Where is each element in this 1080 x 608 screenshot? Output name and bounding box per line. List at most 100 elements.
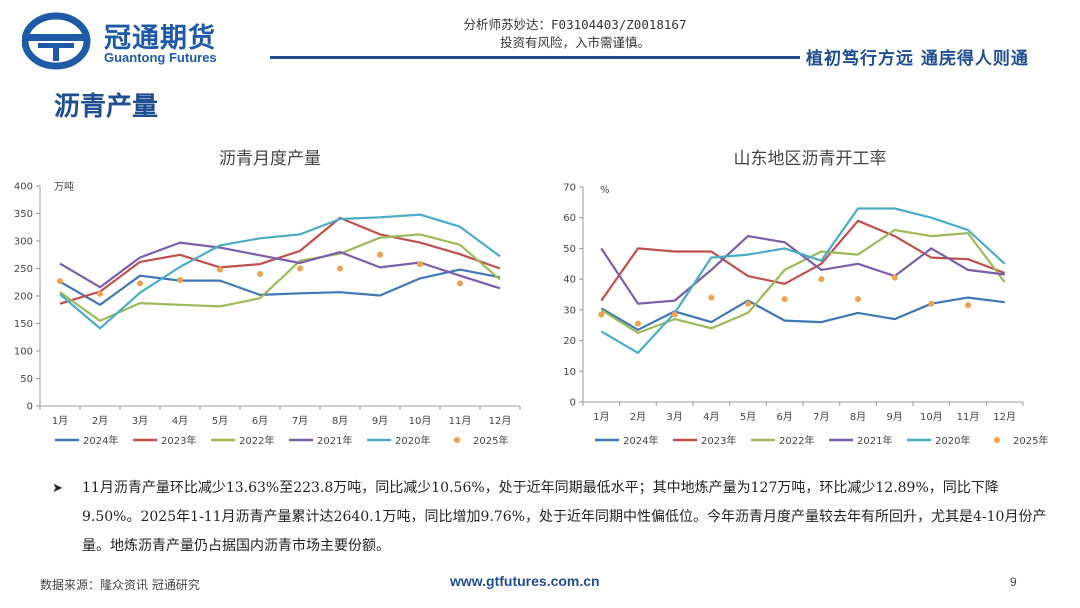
data-point-2025年: [137, 280, 143, 287]
y-tick-label: 70: [563, 183, 576, 194]
data-point-2025年: [928, 300, 935, 307]
y-tick-label: 30: [563, 305, 576, 316]
series-line-2020年: [59, 213, 501, 330]
x-tick-label: 1月: [52, 415, 68, 427]
data-point-2025年: [708, 294, 715, 301]
legend-label: 2020年: [935, 434, 970, 447]
data-source: 数据来源：隆众资讯 冠通研究: [40, 578, 200, 592]
x-tick-label: 12月: [993, 411, 1016, 423]
y-tick-label: 50: [20, 374, 33, 385]
y-tick-label: 300: [14, 237, 33, 248]
legend-label: 2025年: [473, 434, 508, 447]
data-point-2025年: [598, 311, 605, 318]
legend-item-2025年: 2025年: [454, 434, 508, 447]
x-tick-label: 11月: [957, 411, 980, 423]
x-tick-label: 4月: [172, 415, 188, 427]
legend-item-2022年: 2022年: [211, 434, 274, 447]
series-2021年: [600, 234, 1005, 305]
legend-label: 2021年: [317, 434, 352, 447]
legend-item-2021年: 2021年: [829, 434, 892, 447]
series-line-2021年: [600, 234, 1005, 305]
legend-item-2022年: 2022年: [751, 434, 814, 447]
data-point-2025年: [818, 276, 825, 283]
analyst-line-1: 分析师苏妙达：F03104403/Z0018167: [463, 17, 687, 32]
x-tick-label: 2月: [92, 415, 108, 427]
company-slogan: 植初笃行方远 通庑得人则通: [806, 49, 1029, 69]
data-point-2025年: [217, 266, 223, 273]
data-point-2025年: [377, 251, 383, 258]
chart-title: 沥青月度产量: [219, 149, 321, 169]
data-point-2025年: [635, 320, 641, 327]
data-point-2025年: [457, 280, 463, 287]
x-tick-label: 3月: [666, 411, 682, 423]
summary-text: 11月沥青产量环比减少13.63%至223.8万吨，同比减少10.56%，处于近…: [82, 480, 1047, 554]
data-point-2025年: [855, 296, 861, 303]
legend-label: 2024年: [83, 434, 118, 447]
legend-item-2023年: 2023年: [673, 434, 736, 447]
y-axis-unit-label: 万吨: [54, 180, 74, 193]
y-tick-label: 20: [563, 336, 576, 347]
page-title: 沥青产量: [54, 92, 159, 122]
y-axis-unit-label: %: [600, 185, 610, 196]
series-2025年: [57, 251, 463, 297]
series-line-2023年: [59, 216, 501, 305]
data-point-2025年: [297, 265, 303, 272]
logo-chinese-name: 冠通期货: [104, 23, 216, 54]
y-tick-label: 200: [14, 292, 33, 303]
series-2024年: [600, 296, 1005, 331]
page-number: 9: [1010, 575, 1017, 589]
analyst-info: 分析师苏妙达：F03104403/Z0018167 投资有风险，入市需谨慎。: [430, 16, 720, 52]
series-line-2021年: [59, 241, 501, 290]
y-tick-label: 150: [14, 319, 33, 330]
legend-item-2020年: 2020年: [367, 434, 430, 447]
x-tick-label: 3月: [132, 415, 148, 427]
y-tick-label: 50: [563, 244, 576, 255]
legend-label: 2022年: [239, 434, 274, 447]
data-point-2025年: [417, 261, 423, 268]
legend-item-2024年: 2024年: [595, 434, 658, 447]
legend-label: 2023年: [161, 434, 196, 447]
chart-title: 山东地区沥青开工率: [734, 149, 887, 169]
series-line-2020年: [600, 207, 1006, 354]
y-tick-label: 100: [14, 347, 33, 358]
series-2020年: [59, 213, 501, 330]
y-tick-label: 250: [14, 264, 33, 275]
series-2022年: [59, 233, 501, 322]
analyst-line-2: 投资有风险，入市需谨慎。: [499, 35, 650, 50]
header-divider: [270, 56, 800, 59]
legend-label: 2022年: [779, 434, 814, 447]
legend-item-2020年: 2020年: [907, 434, 970, 447]
x-tick-label: 6月: [776, 411, 792, 423]
data-point-2025年: [781, 296, 788, 303]
y-tick-label: 0: [570, 398, 576, 409]
y-tick-label: 350: [14, 209, 33, 220]
series-2023年: [600, 219, 1006, 302]
x-tick-label: 9月: [372, 415, 388, 427]
x-tick-label: 8月: [332, 415, 348, 427]
x-tick-label: 4月: [703, 411, 719, 423]
series-line-2024年: [59, 268, 501, 306]
series-2020年: [600, 207, 1006, 354]
x-tick-label: 7月: [813, 411, 829, 423]
series-line-2023年: [600, 219, 1006, 302]
legend-marker: [454, 437, 460, 443]
y-tick-label: 60: [563, 213, 576, 224]
data-point-2025年: [745, 300, 751, 307]
y-tick-label: 40: [563, 275, 576, 286]
series-2021年: [59, 241, 501, 290]
series-line-2022年: [59, 233, 501, 322]
legend-label: 2020年: [395, 434, 430, 447]
data-point-2025年: [97, 290, 103, 297]
series-line-2024年: [600, 296, 1005, 331]
legend-item-2024年: 2024年: [55, 434, 118, 447]
company-logo: 冠通期货 Guantong Futures: [22, 12, 262, 70]
series-line-2022年: [600, 228, 1006, 334]
legend-item-2025年: 2025年: [994, 434, 1048, 447]
x-tick-label: 5月: [740, 411, 756, 423]
data-point-2025年: [671, 311, 678, 318]
data-point-2025年: [891, 274, 898, 281]
website-link[interactable]: www.gtfutures.com.cn: [450, 573, 600, 589]
data-point-2025年: [257, 271, 263, 277]
logo-mark-icon: [22, 12, 91, 70]
x-tick-label: 2月: [630, 411, 646, 423]
